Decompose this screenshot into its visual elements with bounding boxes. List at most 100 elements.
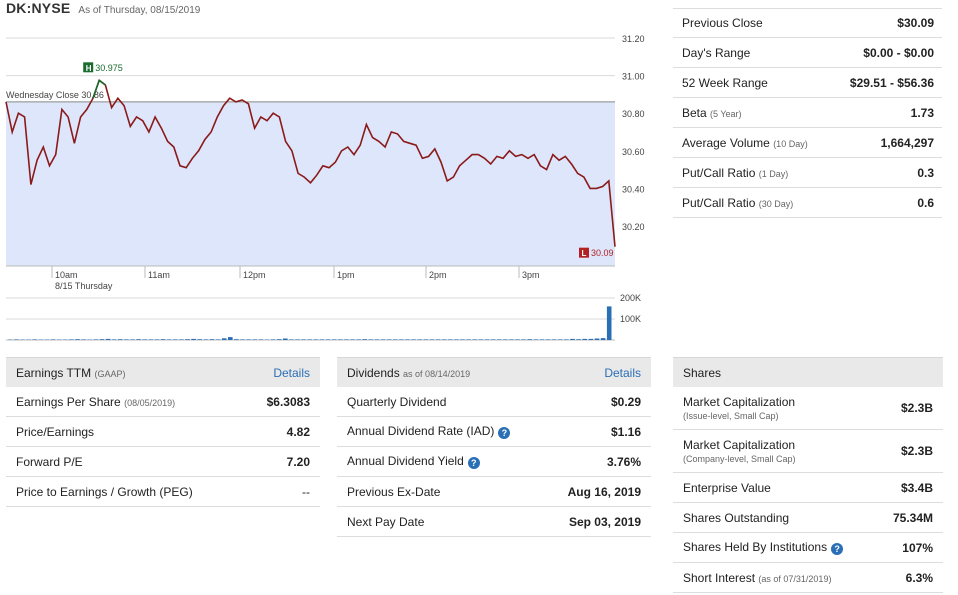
row-value: $3.4B: [900, 480, 933, 495]
volume-bar: [295, 339, 300, 340]
shares-row: Market Capitalization (Issue-level, Small…: [673, 387, 943, 430]
stat-label: Beta (5 Year): [682, 105, 742, 120]
volume-bar: [515, 339, 520, 340]
volume-bar: [478, 339, 484, 340]
earnings-row: Price/Earnings 4.82: [6, 417, 320, 447]
earnings-panel-header: Earnings TTM (GAAP) Details: [6, 357, 320, 387]
stat-days-range: Day's Range $0.00 - $0.00: [673, 38, 942, 68]
y-tick-label: 30.40: [622, 184, 645, 194]
volume-bar: [307, 339, 312, 340]
row-label: Shares Held By Institutions?: [683, 540, 844, 555]
volume-bar: [111, 339, 117, 340]
volume-bar: [252, 339, 257, 340]
as-of-date: As of Thursday, 08/15/2019: [78, 5, 201, 16]
volume-bar: [325, 339, 331, 340]
volume-bar: [276, 339, 282, 340]
stat-put-call-1-day: Put/Call Ratio (1 Day) 0.3: [673, 158, 942, 188]
stat-value: 0.6: [917, 195, 934, 210]
low-value-label: 30.09: [591, 248, 614, 258]
x-tick-label: 11am: [148, 270, 170, 280]
volume-bar: [564, 339, 569, 340]
volume-bar: [558, 339, 563, 340]
earnings-row: Forward P/E 7.20: [6, 447, 320, 477]
stat-label: 52 Week Range: [682, 75, 768, 90]
help-icon[interactable]: ?: [498, 427, 511, 439]
shares-row: Short Interest (as of 07/31/2019) 6.3%: [673, 563, 943, 593]
volume-bar: [484, 339, 490, 340]
earnings-details-link[interactable]: Details: [273, 365, 310, 380]
volume-bar: [246, 339, 251, 340]
stat-put-call-30-day: Put/Call Ratio (30 Day) 0.6: [673, 188, 942, 218]
earnings-row: Price to Earnings / Growth (PEG) --: [6, 477, 320, 507]
volume-bar: [136, 339, 141, 340]
volume-bar: [234, 339, 239, 340]
volume-bar: [460, 339, 465, 340]
shares-row: Market Capitalization (Company-level, Sma…: [673, 430, 943, 473]
stat-label: Day's Range: [682, 45, 751, 60]
volume-bar: [331, 339, 337, 340]
row-value: 75.34M: [892, 510, 933, 525]
row-value: 3.76%: [606, 454, 641, 469]
volume-bar: [197, 339, 202, 340]
help-icon[interactable]: ?: [831, 543, 844, 555]
volume-bar: [14, 339, 19, 340]
previous-close-label: Wednesday Close 30.86: [6, 90, 104, 100]
volume-bar: [466, 339, 471, 340]
volume-bar: [160, 339, 166, 340]
volume-bar: [209, 339, 215, 340]
row-label: Earnings Per Share (08/05/2019): [16, 394, 176, 409]
row-value: 7.20: [286, 454, 310, 469]
price-line-above-close: [92, 80, 100, 99]
volume-bar: [490, 339, 496, 340]
volume-bar: [179, 339, 184, 340]
volume-bar: [441, 339, 447, 340]
stat-value: 1.73: [910, 105, 934, 120]
row-value: Aug 16, 2019: [567, 484, 641, 499]
volume-bar: [411, 339, 416, 340]
intraday-price-chart[interactable]: 31.20 31.00 30.80 30.60 30.40 30.20 Wednesday …: [0, 22, 660, 342]
y-tick-label: 31.00: [622, 72, 645, 82]
quote-stats-table: Previous Close $30.09 Day's Range $0.00 …: [673, 8, 942, 218]
volume-bar: [393, 339, 398, 340]
row-label: Market Capitalization (Issue-level, Small…: [683, 395, 796, 421]
volume-bar: [527, 339, 532, 340]
dividend-row: Previous Ex-Date Aug 16, 2019: [337, 477, 651, 507]
y-tick-label: 31.20: [622, 34, 645, 44]
stat-label: Put/Call Ratio (30 Day): [682, 195, 794, 210]
volume-bar: [319, 339, 325, 340]
volume-bar: [429, 339, 435, 340]
dividend-row: Annual Dividend Yield? 3.76%: [337, 447, 651, 477]
dividend-row: Next Pay Date Sep 03, 2019: [337, 507, 651, 537]
panel-title: Earnings TTM (GAAP): [16, 365, 126, 380]
dividends-details-link[interactable]: Details: [604, 365, 641, 380]
x-date-label: 8/15 Thursday: [55, 281, 113, 291]
dividends-panel: Dividends as of 08/14/2019 Details Quart…: [337, 357, 651, 537]
stat-average-volume: Average Volume (10 Day) 1,664,297: [673, 128, 942, 158]
volume-bar: [417, 339, 422, 340]
row-label: Price/Earnings: [16, 424, 95, 439]
row-label: Enterprise Value: [683, 480, 771, 495]
row-label: Forward P/E: [16, 454, 83, 469]
row-label: Next Pay Date: [347, 514, 425, 529]
volume-bar: [203, 339, 209, 340]
volume-bar: [362, 339, 367, 340]
volume-bar: [374, 339, 380, 340]
help-icon[interactable]: ?: [467, 457, 480, 469]
row-value: --: [302, 484, 310, 499]
volume-bar: [105, 338, 111, 340]
price-line-above-close: [98, 79, 106, 86]
volume-bar: [386, 339, 392, 340]
volume-bar: [173, 339, 178, 340]
volume-bar: [399, 339, 404, 340]
volume-bar: [191, 338, 196, 340]
volume-bar: [32, 339, 37, 340]
volume-bar: [289, 339, 294, 340]
quote-header: DK:NYSE As of Thursday, 08/15/2019: [6, 0, 200, 18]
volume-bar: [148, 339, 154, 340]
row-label: Quarterly Dividend: [347, 394, 447, 409]
volume-bar: [405, 339, 410, 340]
shares-panel-header: Shares: [673, 357, 943, 387]
volume-bar: [99, 339, 105, 340]
volume-bar: [130, 339, 135, 340]
volume-bar: [350, 339, 355, 340]
